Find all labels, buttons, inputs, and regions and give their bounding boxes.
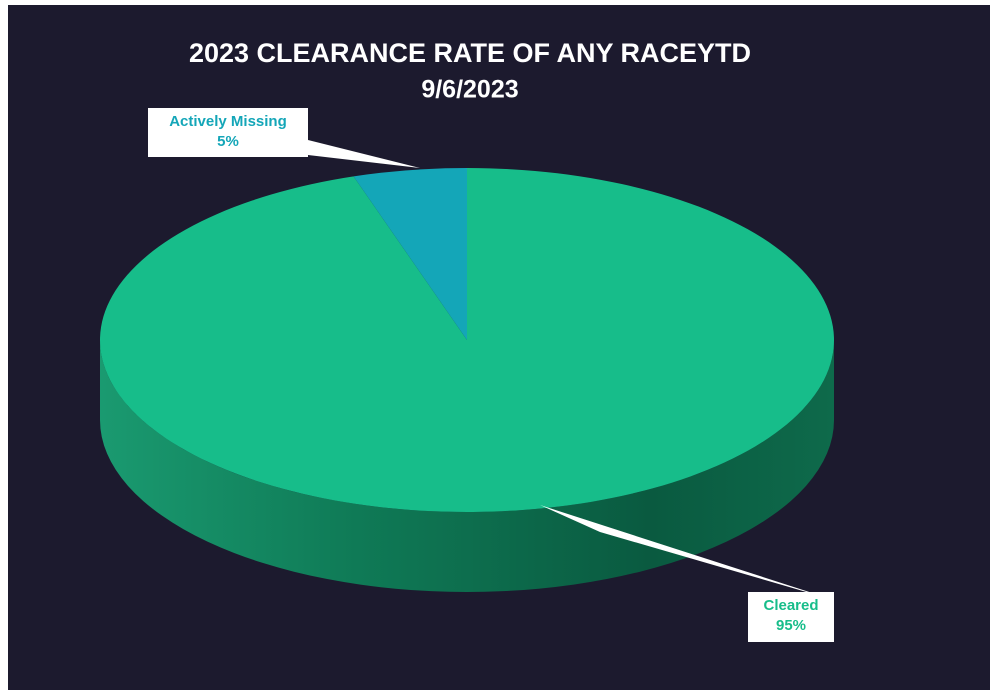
chart-title: 2023 CLEARANCE RATE OF ANY RACEYTD (189, 38, 751, 68)
data-label-value: 5% (217, 133, 239, 150)
data-label-name: Cleared (763, 597, 818, 614)
data-label-name: Actively Missing (169, 113, 287, 130)
data-label-box (748, 592, 834, 642)
pie-slice-side (100, 340, 834, 592)
leader-line (308, 140, 420, 168)
data-labels: Cleared 95% Actively Missing 5% (148, 108, 834, 642)
pie-slice (353, 168, 467, 340)
chart-subtitle: 9/6/2023 (421, 76, 518, 104)
pie (100, 168, 835, 592)
data-label-box (148, 108, 308, 157)
pie-slice (100, 168, 835, 512)
leader-line (540, 505, 834, 600)
data-label-value: 95% (776, 617, 806, 634)
